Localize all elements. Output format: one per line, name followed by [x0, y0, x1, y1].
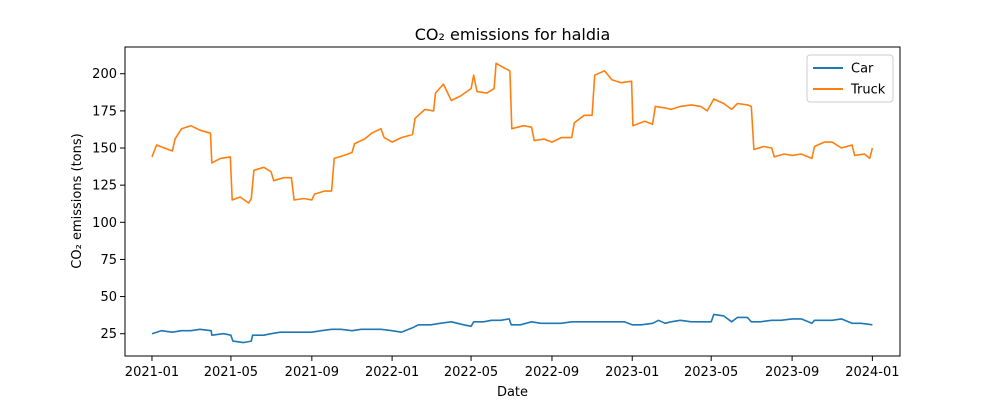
- plot-frame: [124, 46, 901, 357]
- x-tick-label: 2022-09: [525, 365, 579, 380]
- x-tick-label: 2022-05: [444, 365, 498, 380]
- x-axis: 2021-01 2021-05 2021-09 2022-01 2022-05 2022-…: [125, 356, 900, 380]
- x-tick-label: 2023-09: [765, 365, 819, 380]
- y-tick-label: 200: [92, 67, 117, 82]
- x-tick-label: 2024-01: [845, 365, 899, 380]
- x-tick-label: 2021-01: [125, 365, 179, 380]
- y-tick-label: 150: [92, 142, 117, 157]
- legend-box: [806, 54, 894, 103]
- legend-label-car: Car: [851, 62, 874, 77]
- x-tick-label: 2021-09: [285, 365, 339, 380]
- y-tick-label: 175: [92, 104, 117, 119]
- y-axis-label: CO₂ emissions (tons): [70, 133, 85, 268]
- x-tick-label: 2021-05: [204, 365, 258, 380]
- y-axis: 25 50 75 100 125 150 175 200: [92, 67, 125, 342]
- y-tick-label: 50: [100, 290, 117, 305]
- plot-area: [124, 46, 901, 357]
- legend: Car Truck: [806, 54, 894, 103]
- y-tick-label: 125: [92, 179, 117, 194]
- series-line-car: [151, 313, 873, 344]
- series-line-truck: [151, 62, 874, 204]
- x-tick-label: 2022-01: [365, 365, 419, 380]
- x-axis-label: Date: [497, 385, 528, 400]
- x-tick-label: 2023-05: [684, 365, 738, 380]
- legend-label-truck: Truck: [850, 83, 886, 98]
- x-tick-label: 2023-01: [605, 365, 659, 380]
- chart-title: CO₂ emissions for haldia: [415, 25, 611, 44]
- y-tick-label: 25: [100, 327, 117, 342]
- y-tick-label: 75: [100, 253, 117, 268]
- y-tick-label: 100: [92, 216, 117, 231]
